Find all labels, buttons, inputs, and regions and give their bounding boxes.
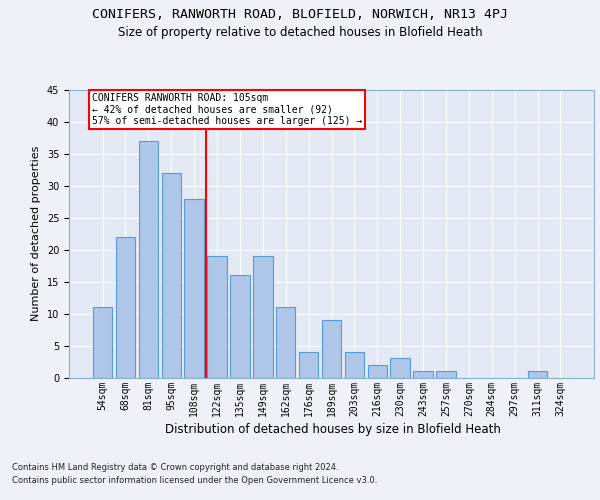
Bar — [116, 237, 135, 378]
Bar — [208, 256, 227, 378]
Bar — [184, 198, 204, 378]
Text: CONIFERS RANWORTH ROAD: 105sqm
← 42% of detached houses are smaller (92)
57% of : CONIFERS RANWORTH ROAD: 105sqm ← 42% of … — [92, 93, 362, 126]
Bar — [322, 320, 341, 378]
Bar — [391, 358, 410, 378]
Text: Size of property relative to detached houses in Blofield Heath: Size of property relative to detached ho… — [118, 26, 482, 39]
Bar — [436, 371, 455, 378]
Bar — [299, 352, 319, 378]
Bar — [528, 371, 547, 378]
Bar — [93, 307, 112, 378]
Bar — [413, 371, 433, 378]
Y-axis label: Number of detached properties: Number of detached properties — [31, 146, 41, 322]
Bar — [139, 141, 158, 378]
Text: Contains public sector information licensed under the Open Government Licence v3: Contains public sector information licen… — [12, 476, 377, 485]
Bar — [276, 307, 295, 378]
Bar — [344, 352, 364, 378]
Bar — [230, 276, 250, 378]
Bar — [161, 173, 181, 378]
Bar — [253, 256, 272, 378]
Bar — [368, 364, 387, 378]
Text: CONIFERS, RANWORTH ROAD, BLOFIELD, NORWICH, NR13 4PJ: CONIFERS, RANWORTH ROAD, BLOFIELD, NORWI… — [92, 8, 508, 20]
Text: Contains HM Land Registry data © Crown copyright and database right 2024.: Contains HM Land Registry data © Crown c… — [12, 462, 338, 471]
Text: Distribution of detached houses by size in Blofield Heath: Distribution of detached houses by size … — [165, 422, 501, 436]
